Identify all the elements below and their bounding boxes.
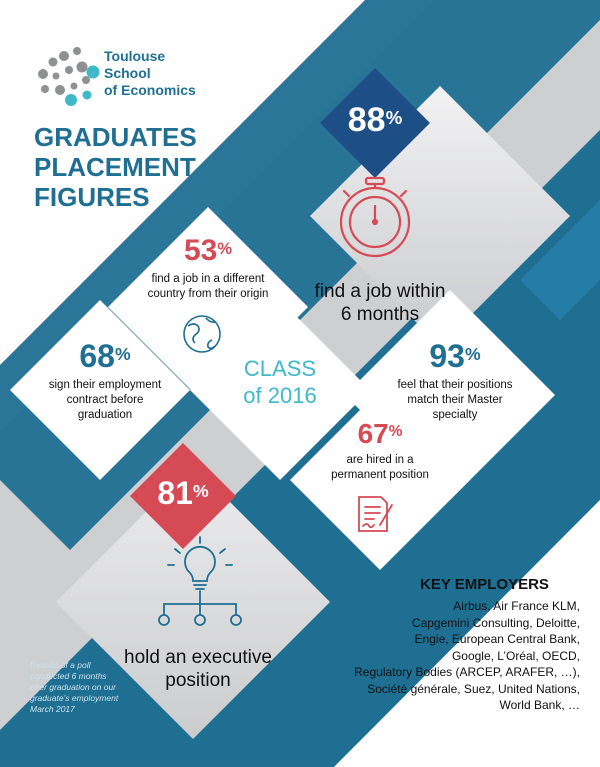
employer-line: Engie, European Central Bank,: [414, 632, 580, 646]
white-bottom-right: [334, 500, 600, 767]
class-line-1: CLASS: [243, 356, 317, 381]
stat-53-label-line-2: country from their origin: [147, 288, 269, 300]
employer-line: Société générale, Suez, United Nations,: [367, 681, 580, 696]
employer-line: Regulatory Bodies (ARCEP, ARAFER, …),: [354, 665, 580, 679]
stat-88-label-line-2: 6 months: [340, 304, 420, 325]
page-title: GRADUATES PLACEMENT FIGURES: [34, 122, 197, 212]
employer-line: Airbus, Air France KLM,: [453, 599, 580, 613]
logo-text: Toulouse School of Economics: [104, 48, 196, 99]
key-employers-list: Airbus, Air France KLM, Capgemini Consult…: [290, 598, 580, 714]
footnote-line: after graduation on our: [30, 682, 117, 692]
stat-88-unit: %: [385, 107, 403, 128]
stat-93-label-line-2: match their Master: [407, 394, 503, 406]
stat-53-label-line-1: find a job in a different: [151, 273, 265, 285]
class-label: CLASS of 2016: [220, 355, 340, 409]
stat-53-label: find a job in a different country from t…: [128, 272, 288, 302]
logo-line-1: Toulouse: [104, 48, 166, 64]
employer-line: World Bank, …: [499, 698, 580, 712]
contract-icon: [358, 496, 393, 532]
stat-67-value: 67%: [335, 418, 425, 450]
badge-88: [320, 68, 430, 178]
title-line-3: FIGURES: [34, 182, 150, 212]
footnote-line: conducted 6 months: [30, 671, 107, 681]
class-line-2: of 2016: [243, 383, 317, 408]
stat-81-label-line-2: position: [165, 670, 231, 691]
stat-67-label: are hired in a permanent position: [315, 453, 445, 483]
stat-67-number: 67: [357, 418, 389, 449]
footnote-line: Results of a poll: [30, 660, 91, 670]
stat-81-label-line-1: hold an executive: [124, 647, 272, 668]
employer-line: Capgemini Consulting, Deloitte,: [411, 615, 580, 630]
teal-accent: [520, 200, 600, 320]
key-employers-heading: KEY EMPLOYERS: [420, 576, 549, 593]
stat-93-number: 93: [429, 338, 465, 374]
stat-81-number: 81: [157, 475, 193, 511]
logo-line-3: of Economics: [104, 82, 196, 98]
stat-68-value: 68%: [55, 338, 155, 374]
badge-81: [130, 443, 236, 549]
title-line-1: GRADUATES: [34, 122, 197, 152]
globe-icon: [183, 315, 221, 353]
stat-93-unit: %: [464, 344, 481, 364]
stat-93-label-line-3: specialty: [432, 409, 478, 421]
stat-68-label-line-1: sign their employment: [48, 379, 162, 391]
stat-93-label: feel that their positions match their Ma…: [375, 378, 535, 423]
stat-68-label-line-3: graduation: [77, 409, 133, 421]
stat-53-number: 53: [183, 234, 218, 267]
stat-88-label: find a job within 6 months: [300, 280, 460, 326]
stat-53-unit: %: [217, 240, 233, 258]
stat-68-unit: %: [114, 344, 131, 364]
stat-67-label-line-1: are hired in a: [346, 454, 414, 466]
stat-53-value: 53%: [158, 234, 258, 268]
footnote-line: March 2017: [30, 704, 75, 714]
card-class: [190, 300, 370, 480]
stopwatch-icon: [339, 176, 411, 258]
stat-93-value: 93%: [405, 338, 505, 374]
logo-mark: [38, 47, 100, 106]
card-81: [56, 465, 330, 739]
stat-93-label-line-1: feel that their positions: [397, 379, 513, 391]
stat-81-value: 81%: [138, 474, 228, 512]
stat-88-number: 88: [347, 101, 386, 139]
stat-67-label-line-2: permanent position: [331, 469, 429, 481]
stat-81-label: hold an executive position: [118, 646, 278, 692]
card-68: [10, 300, 190, 480]
employer-line: Google, L’Oréal, OECD,: [451, 648, 580, 663]
stat-88-value: 88%: [330, 100, 420, 140]
footnote: Results of a poll conducted 6 months after…: [30, 660, 130, 715]
card-67: [290, 390, 470, 570]
footnote-line: graduate’s employment: [30, 693, 119, 703]
stat-88-label-line-1: find a job within: [314, 281, 446, 302]
lightbulb-network-icon: [158, 536, 242, 626]
stat-68-number: 68: [79, 338, 115, 374]
stat-67-unit: %: [388, 423, 403, 440]
logo-line-2: School: [104, 65, 151, 81]
stat-68-label-line-2: contract before: [66, 394, 144, 406]
stat-68-label: sign their employment contract before gr…: [25, 378, 185, 423]
title-line-2: PLACEMENT: [34, 152, 196, 182]
stat-81-unit: %: [192, 481, 209, 501]
